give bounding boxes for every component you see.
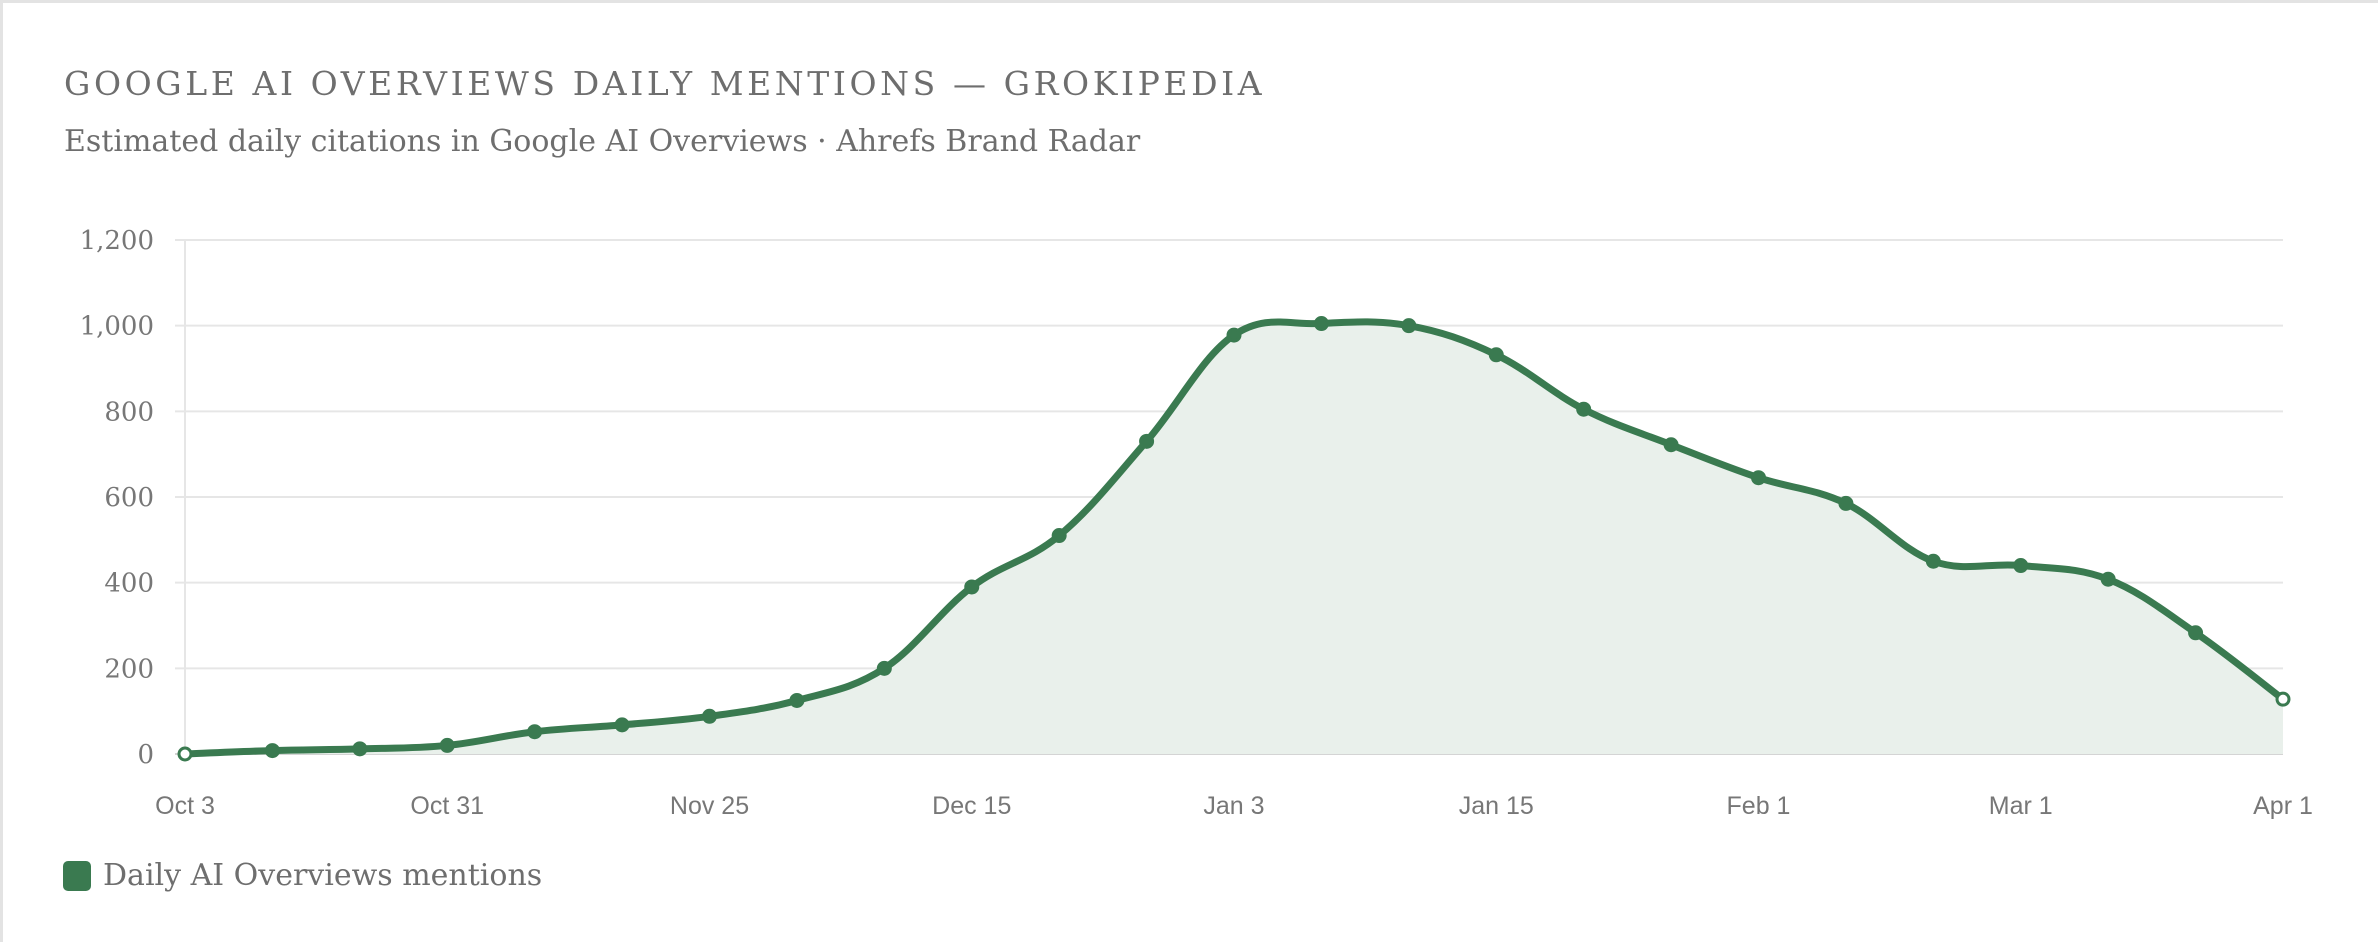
data-point[interactable]	[1925, 553, 1941, 569]
x-tick-label: Apr 1	[2253, 792, 2313, 820]
y-tick-label: 1,200	[80, 226, 154, 256]
data-point[interactable]	[2100, 571, 2116, 587]
data-point[interactable]	[1838, 495, 1854, 511]
x-tick-label: Mar 1	[1989, 792, 2053, 820]
y-tick-label: 400	[104, 569, 154, 599]
y-tick-label: 200	[104, 654, 154, 684]
y-tick-label: 600	[104, 483, 154, 513]
data-point[interactable]	[527, 724, 543, 740]
area-fill	[185, 321, 2283, 754]
y-tick-label: 800	[104, 397, 154, 427]
data-point[interactable]	[352, 741, 368, 757]
data-point[interactable]	[1751, 470, 1766, 486]
data-point[interactable]	[1313, 316, 1329, 332]
x-tick-label: Jan 15	[1459, 792, 1534, 820]
data-point[interactable]	[1576, 401, 1592, 417]
y-tick-label: 0	[137, 740, 154, 770]
x-tick-label: Feb 1	[1727, 792, 1791, 820]
x-tick-label: Nov 25	[670, 792, 749, 820]
data-point[interactable]	[876, 660, 892, 676]
legend-swatch	[63, 860, 91, 891]
data-point[interactable]	[2275, 691, 2291, 707]
data-point[interactable]	[2013, 558, 2029, 574]
data-point[interactable]	[439, 737, 455, 753]
data-point[interactable]	[2188, 625, 2204, 641]
x-tick-label: Dec 15	[932, 792, 1011, 820]
data-point[interactable]	[614, 717, 630, 733]
data-point[interactable]	[789, 692, 805, 708]
chart-subtitle: Estimated daily citations in Google AI O…	[64, 124, 1141, 159]
data-point[interactable]	[1488, 347, 1504, 363]
x-axis: Oct 3 Oct 31 Nov 25 Dec 15 Jan 3 Jan 15 Feb 1 M…	[155, 792, 2313, 820]
data-point[interactable]	[177, 746, 193, 762]
y-tick-label: 1,000	[80, 312, 154, 342]
legend-label: Daily AI Overviews mentions	[103, 858, 543, 893]
data-point[interactable]	[702, 708, 717, 724]
x-tick-label: Oct 31	[410, 792, 484, 820]
chart-title: GOOGLE AI OVERVIEWS DAILY MENTIONS — GRO…	[64, 64, 1266, 103]
data-point[interactable]	[1139, 433, 1155, 449]
data-point[interactable]	[1663, 437, 1679, 453]
data-points	[177, 316, 2291, 762]
y-axis: 0 200 400 600 800 1,000 1,200	[80, 226, 154, 770]
x-tick-label: Oct 3	[155, 792, 215, 820]
data-point[interactable]	[964, 579, 980, 595]
data-point[interactable]	[1401, 318, 1417, 334]
data-point[interactable]	[264, 743, 280, 759]
data-point[interactable]	[1226, 327, 1242, 343]
x-tick-label: Jan 3	[1203, 792, 1264, 820]
data-point[interactable]	[1051, 528, 1067, 544]
legend[interactable]: Daily AI Overviews mentions	[63, 858, 542, 893]
